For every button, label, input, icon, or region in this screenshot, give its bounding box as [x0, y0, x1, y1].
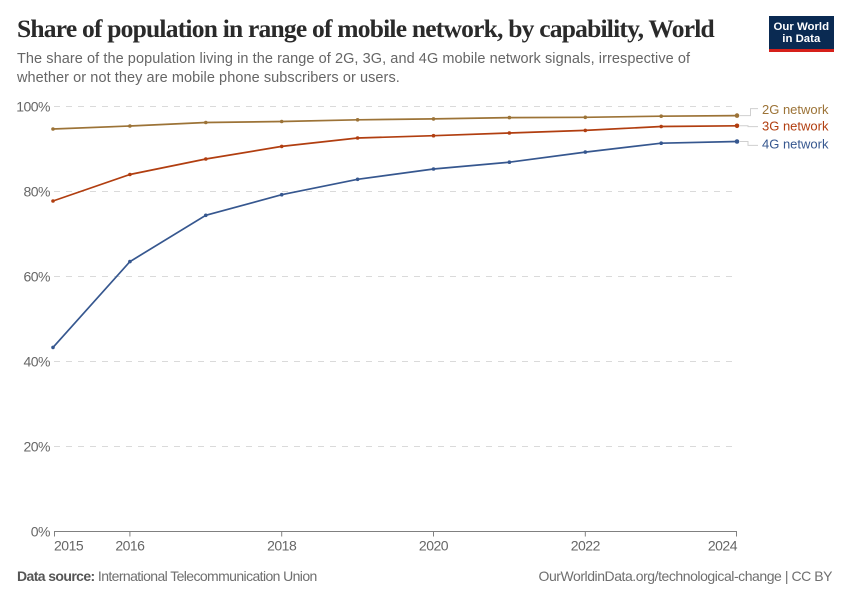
svg-text:60%: 60% — [23, 269, 50, 285]
svg-text:2022: 2022 — [571, 538, 601, 554]
svg-text:2018: 2018 — [267, 538, 297, 554]
svg-text:2024: 2024 — [708, 538, 738, 554]
svg-text:80%: 80% — [23, 184, 50, 200]
svg-text:2G network: 2G network — [762, 102, 829, 117]
svg-text:20%: 20% — [23, 439, 50, 455]
svg-text:2015: 2015 — [54, 538, 84, 554]
svg-text:2020: 2020 — [419, 538, 449, 554]
svg-text:0%: 0% — [31, 524, 50, 540]
svg-text:100%: 100% — [16, 99, 50, 115]
svg-text:4G network: 4G network — [762, 137, 829, 152]
svg-text:40%: 40% — [23, 354, 50, 370]
svg-text:2016: 2016 — [115, 538, 145, 554]
svg-text:3G network: 3G network — [762, 119, 829, 134]
